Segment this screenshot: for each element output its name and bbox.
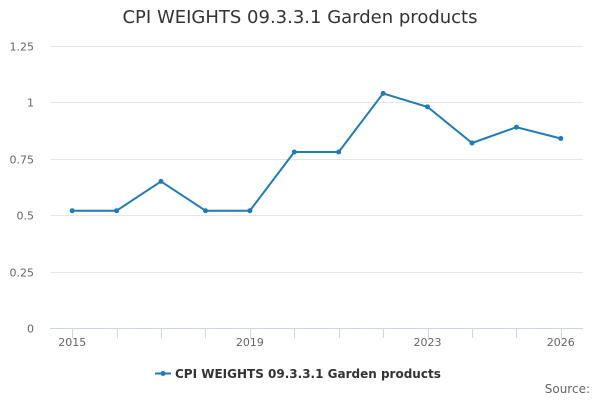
y-tick-label: 0.75 [10, 154, 35, 167]
legend-item[interactable]: CPI WEIGHTS 09.3.3.1 Garden products [155, 367, 441, 381]
y-tick-label: 1.25 [10, 41, 35, 54]
x-axis: 2015 2019 2023 2026 [50, 328, 583, 349]
source-label: Source: [544, 382, 590, 396]
data-point[interactable] [69, 208, 75, 214]
x-tick-label: 2015 [58, 336, 86, 349]
data-point[interactable] [380, 90, 386, 96]
data-point[interactable] [513, 124, 519, 130]
y-tick-label: 0.5 [17, 210, 35, 223]
data-point[interactable] [203, 208, 208, 214]
data-point[interactable] [247, 208, 253, 214]
data-point[interactable] [425, 104, 430, 110]
y-tick-label: 1 [27, 97, 34, 110]
legend-marker-icon [160, 371, 166, 376]
data-point[interactable] [469, 140, 475, 146]
series-layer [69, 90, 564, 214]
data-point[interactable] [336, 149, 342, 155]
x-tick-label: 2023 [414, 336, 442, 349]
y-tick-label: 0 [27, 323, 34, 336]
series-line [72, 92, 562, 212]
data-point[interactable] [158, 178, 164, 184]
grid-lines [50, 46, 583, 273]
data-point[interactable] [558, 136, 564, 141]
y-axis: 0 0.25 0.5 0.75 1 1.25 [10, 41, 35, 336]
legend-label: CPI WEIGHTS 09.3.3.1 Garden products [175, 367, 441, 381]
data-point[interactable] [291, 149, 297, 155]
data-point[interactable] [114, 208, 120, 214]
legend[interactable]: CPI WEIGHTS 09.3.3.1 Garden products [155, 367, 441, 381]
chart-title: CPI WEIGHTS 09.3.3.1 Garden products [122, 7, 478, 28]
x-tick-label: 2026 [547, 336, 575, 349]
y-tick-label: 0.25 [10, 267, 35, 280]
x-tick-label: 2019 [236, 336, 264, 349]
